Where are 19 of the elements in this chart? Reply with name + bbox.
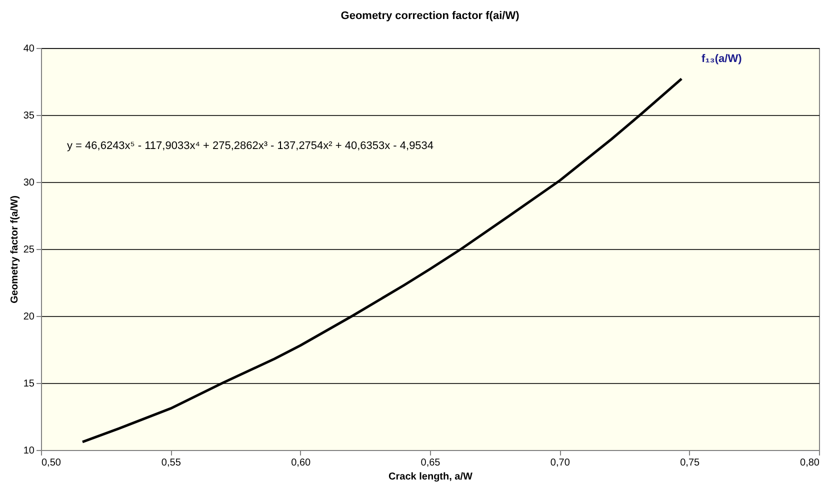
x-axis-title: Crack length, a/W: [388, 472, 474, 482]
x-tick-label: 0,55: [161, 458, 182, 468]
x-tick-label: 0,65: [420, 458, 441, 468]
y-axis-title: Geometry factor f(a/W): [9, 196, 20, 304]
x-tick-label: 0,75: [680, 458, 700, 468]
x-tick-label: 0,80: [800, 458, 820, 468]
chart-title: Geometry correction factor f(ai/W): [340, 10, 520, 22]
y-tick-label: 30: [23, 178, 35, 188]
x-tick-label: 0,70: [550, 458, 570, 468]
annotation: y = 46,6243x⁵ - 117,9033x⁴ + 275,2862x³ - 137,2754x² + 40,6353x - 4,9534: [67, 140, 434, 152]
y-tick-label: 15: [23, 378, 35, 390]
y-tick-label: 20: [23, 312, 35, 322]
y-tick-label: 40: [23, 44, 35, 54]
x-tick-label: 0,60: [291, 458, 311, 468]
y-tick-label: 10: [23, 446, 35, 456]
text: f₁₃(a/W): [702, 52, 742, 65]
y-tick-label: 35: [23, 110, 35, 122]
x-tick-label: 0,50: [42, 458, 62, 468]
y-tick-label: 25: [23, 244, 35, 256]
